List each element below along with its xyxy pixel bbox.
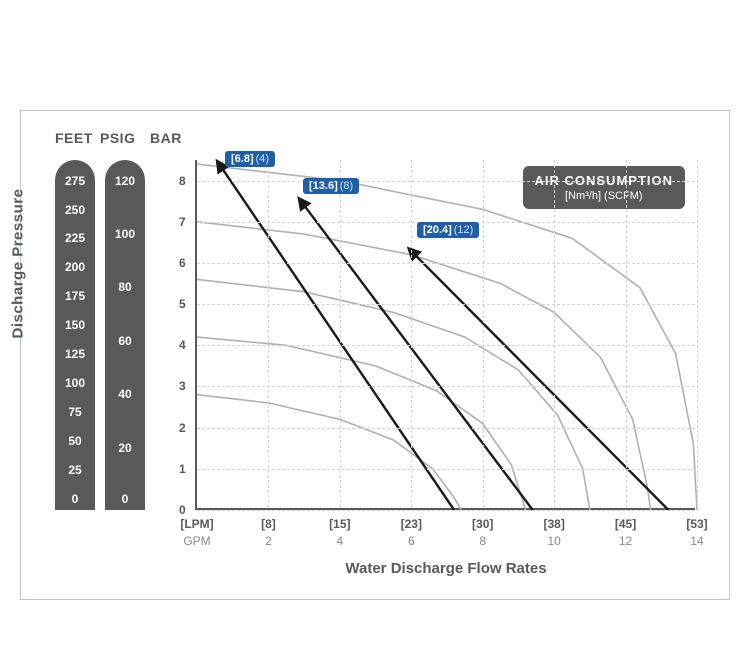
gridline-h <box>197 304 695 305</box>
bar-tick: 7 <box>179 215 186 229</box>
gridline-v <box>340 160 341 508</box>
x-axis-label: Water Discharge Flow Rates <box>197 560 695 577</box>
gridline-h <box>197 263 695 264</box>
feet-scale-pillar: 2752502252001751501251007550250 <box>55 160 95 510</box>
x-tick-gpm: 10 <box>547 534 560 548</box>
y-axis-label: Discharge Pressure <box>10 189 27 339</box>
feet-tick: 50 <box>55 434 95 448</box>
x-tick-gpm: 2 <box>265 534 272 548</box>
x-tick-lpm: [45] <box>615 517 636 531</box>
gridline-h <box>197 469 695 470</box>
x-tick-gpm: 4 <box>337 534 344 548</box>
gridline-v <box>483 160 484 508</box>
performance-curve <box>197 395 461 510</box>
x-tick-gpm: 14 <box>690 534 703 548</box>
air-value-badge: [13.6](8) <box>303 178 359 194</box>
feet-tick: 75 <box>55 405 95 419</box>
psig-tick: 100 <box>105 227 145 241</box>
air-value-badge: [6.8](4) <box>225 151 275 167</box>
gridline-v <box>626 160 627 508</box>
bar-tick: 4 <box>179 338 186 352</box>
gridline-v <box>697 160 698 508</box>
header-bar: BAR <box>150 130 182 146</box>
plot-area: AIR CONSUMPTION [Nm³/h] (SCFM) Water Dis… <box>195 160 695 510</box>
bar-tick: 8 <box>179 174 186 188</box>
bar-tick: 3 <box>179 379 186 393</box>
feet-tick: 125 <box>55 347 95 361</box>
x-tick-lpm: [LPM] <box>180 517 213 531</box>
performance-curve <box>197 337 526 510</box>
feet-tick: 175 <box>55 289 95 303</box>
feet-tick: 200 <box>55 260 95 274</box>
x-tick-gpm: 8 <box>479 534 486 548</box>
x-tick-lpm: [8] <box>261 517 276 531</box>
x-tick-lpm: [15] <box>329 517 350 531</box>
gridline-v <box>554 160 555 508</box>
air-value-badge: [20.4](12) <box>417 222 479 238</box>
air-consumption-line <box>415 255 669 510</box>
bar-tick: 6 <box>179 256 186 270</box>
x-tick-lpm: [30] <box>472 517 493 531</box>
gridline-v <box>411 160 412 508</box>
bar-tick: 2 <box>179 421 186 435</box>
gridline-h <box>197 510 695 511</box>
air-box-units: [Nm³/h] (SCFM) <box>535 190 674 202</box>
gridline-h <box>197 428 695 429</box>
x-tick-gpm: 12 <box>619 534 632 548</box>
psig-scale-pillar: 120 100 80 60 40 20 0 <box>105 160 145 510</box>
header-feet: FEET <box>55 130 93 146</box>
header-psig: PSIG <box>100 130 135 146</box>
psig-tick: 80 <box>105 280 145 294</box>
feet-tick: 250 <box>55 203 95 217</box>
psig-tick: 0 <box>105 492 145 506</box>
gridline-h <box>197 181 695 182</box>
gridline-h <box>197 386 695 387</box>
air-consumption-line <box>222 168 454 510</box>
feet-tick: 150 <box>55 318 95 332</box>
psig-tick: 40 <box>105 387 145 401</box>
feet-tick: 100 <box>55 376 95 390</box>
x-tick-lpm: [53] <box>686 517 707 531</box>
feet-tick: 25 <box>55 463 95 477</box>
gridline-v <box>268 160 269 508</box>
x-tick-lpm: [23] <box>401 517 422 531</box>
performance-curve <box>197 279 590 510</box>
chart-svg <box>197 160 697 510</box>
bar-tick: 0 <box>179 503 186 517</box>
bar-tick: 1 <box>179 462 186 476</box>
performance-curve <box>197 164 697 510</box>
air-consumption-box: AIR CONSUMPTION [Nm³/h] (SCFM) <box>523 166 686 209</box>
x-tick-gpm: GPM <box>183 534 210 548</box>
x-tick-gpm: 6 <box>408 534 415 548</box>
bar-tick: 5 <box>179 297 186 311</box>
psig-tick: 60 <box>105 334 145 348</box>
x-tick-lpm: [38] <box>543 517 564 531</box>
feet-tick: 0 <box>55 492 95 506</box>
gridline-h <box>197 345 695 346</box>
feet-tick: 275 <box>55 174 95 188</box>
psig-tick: 120 <box>105 174 145 188</box>
psig-tick: 20 <box>105 441 145 455</box>
feet-tick: 225 <box>55 231 95 245</box>
